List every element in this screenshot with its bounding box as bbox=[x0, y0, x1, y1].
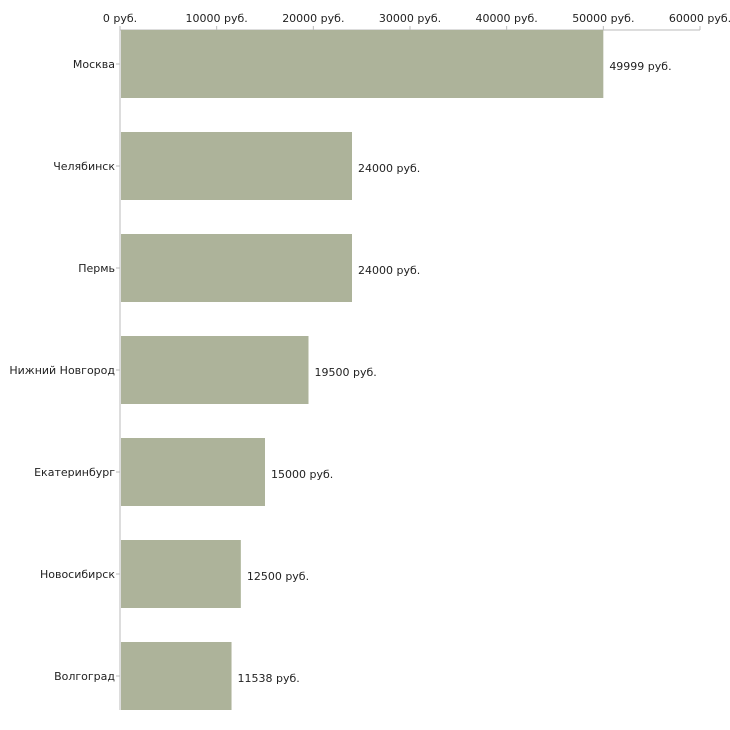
category-label: Пермь bbox=[78, 262, 115, 275]
x-tick-label: 50000 руб. bbox=[572, 12, 634, 25]
data-label: 15000 руб. bbox=[271, 468, 333, 481]
bar bbox=[121, 438, 265, 506]
bar bbox=[121, 642, 232, 710]
bar-layer bbox=[121, 30, 604, 710]
data-label: 19500 руб. bbox=[315, 366, 377, 379]
data-label: 12500 руб. bbox=[247, 570, 309, 583]
bar bbox=[121, 540, 241, 608]
category-label: Москва bbox=[73, 58, 115, 71]
x-tick-label: 20000 руб. bbox=[282, 12, 344, 25]
x-tick-label: 60000 руб. bbox=[669, 12, 730, 25]
category-label: Нижний Новгород bbox=[9, 364, 115, 377]
data-label: 11538 руб. bbox=[238, 672, 300, 685]
bar bbox=[121, 234, 352, 302]
category-label: Челябинск bbox=[53, 160, 115, 173]
bar bbox=[121, 336, 309, 404]
bar bbox=[121, 30, 604, 98]
data-label: 24000 руб. bbox=[358, 264, 420, 277]
category-label: Екатеринбург bbox=[34, 466, 115, 479]
x-tick-label: 0 руб. bbox=[103, 12, 137, 25]
data-label: 24000 руб. bbox=[358, 162, 420, 175]
x-tick-label: 40000 руб. bbox=[476, 12, 538, 25]
x-tick-label: 30000 руб. bbox=[379, 12, 441, 25]
label-layer: 0 руб. 10000 руб. 20000 руб. 30000 руб. 4000… bbox=[9, 12, 730, 685]
x-tick-label: 10000 руб. bbox=[186, 12, 248, 25]
category-label: Волгоград bbox=[54, 670, 115, 683]
category-label: Новосибирск bbox=[40, 568, 115, 581]
bar bbox=[121, 132, 352, 200]
data-label: 49999 руб. bbox=[609, 60, 671, 73]
